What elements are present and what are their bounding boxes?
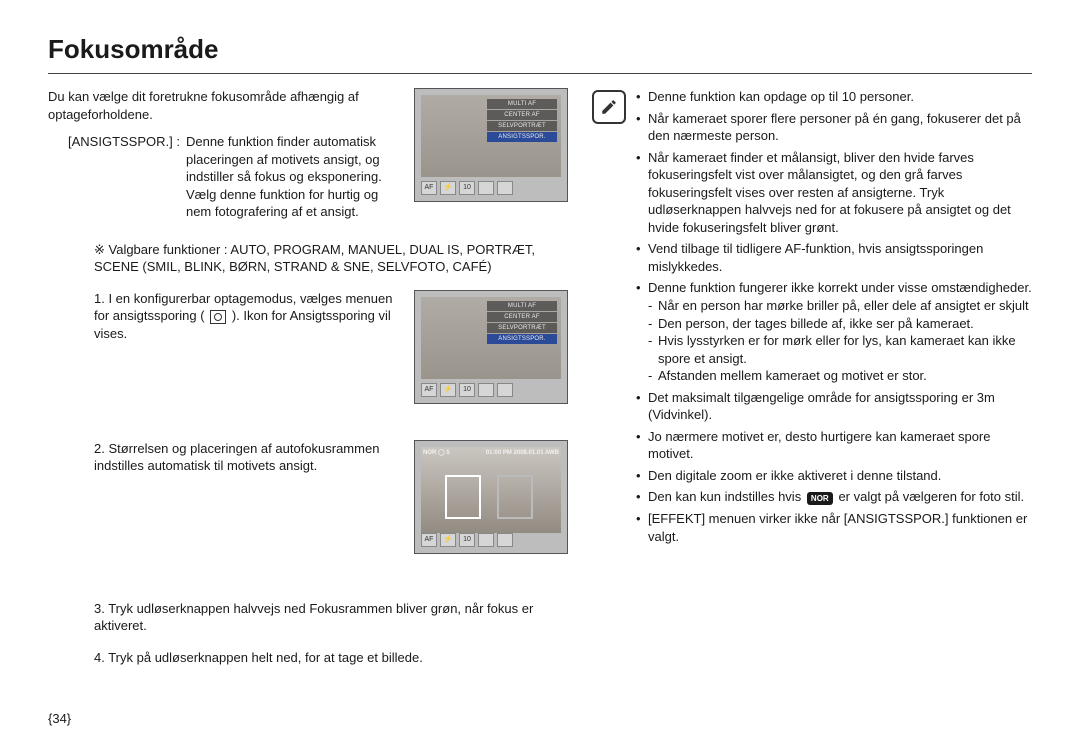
note-item: Når kameraet sporer flere personer på én… <box>636 110 1032 145</box>
title-rule <box>48 73 1032 74</box>
camera-lcd-thumbnail-2: MULTI AF CENTER AF SELVPORTRÆT ANSIGTSSP… <box>414 290 568 404</box>
lcd-menu: MULTI AF CENTER AF SELVPORTRÆT ANSIGTSSP… <box>487 301 557 345</box>
menu-item: MULTI AF <box>487 99 557 109</box>
step-2-block: NOR ◯ 5 01:00 PM 2008.01.01 AWB AF ⚡ 10 … <box>48 440 568 560</box>
right-column: Denne funktion kan opdage op til 10 pers… <box>592 88 1032 681</box>
timer-icon: 10 <box>459 533 475 547</box>
note-sublist: Når en person har mørke briller på, elle… <box>648 297 1032 385</box>
mode-icon <box>478 533 494 547</box>
camera-lcd-thumbnail-1: MULTI AF CENTER AF SELVPORTRÆT ANSIGTSSP… <box>414 88 568 202</box>
left-column: MULTI AF CENTER AF SELVPORTRÆT ANSIGTSSP… <box>48 88 568 681</box>
flash-icon: ⚡ <box>440 181 456 195</box>
timer-icon: 10 <box>459 181 475 195</box>
focus-frame-white <box>445 475 481 519</box>
lcd-bottom-icons: AF ⚡ 10 <box>421 181 561 195</box>
menu-item: CENTER AF <box>487 312 557 322</box>
lcd-bottom-icons: AF ⚡ 10 <box>421 533 561 547</box>
note-item: Denne funktion fungerer ikke korrekt und… <box>636 279 1032 384</box>
pencil-note-icon <box>600 98 618 116</box>
face-detect-icon <box>210 310 226 324</box>
mode-icon <box>497 181 513 195</box>
definition-text: Denne funktion finder automatisk placeri… <box>186 133 404 221</box>
available-prefix: ※ Valgbare funktioner : <box>94 242 228 257</box>
top-left-status: NOR ◯ 5 <box>423 449 450 457</box>
menu-item: SELVPORTRÆT <box>487 121 557 131</box>
note-item: Det maksimalt tilgængelige område for an… <box>636 389 1032 424</box>
timer-icon: 10 <box>459 383 475 397</box>
note-item: Når kameraet finder et målansigt, bliver… <box>636 149 1032 237</box>
lcd-menu: MULTI AF CENTER AF SELVPORTRÆT ANSIGTSSP… <box>487 99 557 143</box>
af-icon: AF <box>421 383 437 397</box>
notes-list: Denne funktion kan opdage op til 10 pers… <box>636 88 1032 549</box>
note-item: Denne funktion kan opdage op til 10 pers… <box>636 88 1032 106</box>
mode-icon <box>478 181 494 195</box>
note-item: Vend tilbage til tidligere AF-funktion, … <box>636 240 1032 275</box>
menu-item-selected: ANSIGTSSPOR. <box>487 334 557 344</box>
note-subitem: Hvis lysstyrken er for mørk eller for ly… <box>648 332 1032 367</box>
note-subitem: Den person, der tages billede af, ikke s… <box>648 315 1032 333</box>
note-item: Jo nærmere motivet er, desto hurtigere k… <box>636 428 1032 463</box>
flash-icon: ⚡ <box>440 533 456 547</box>
definition-block: [ANSIGTSSPOR.] : Denne funktion finder a… <box>68 133 404 221</box>
lcd-bottom-icons: AF ⚡ 10 <box>421 383 561 397</box>
definition-label: [ANSIGTSSPOR.] : <box>68 133 180 151</box>
two-column-layout: MULTI AF CENTER AF SELVPORTRÆT ANSIGTSSP… <box>48 88 1032 681</box>
menu-item: CENTER AF <box>487 110 557 120</box>
note-icon <box>592 90 626 124</box>
available-functions: ※ Valgbare funktioner : AUTO, PROGRAM, M… <box>94 241 568 276</box>
flash-icon: ⚡ <box>440 383 456 397</box>
focus-frame-grey <box>497 475 533 519</box>
af-icon: AF <box>421 181 437 195</box>
menu-item: SELVPORTRÆT <box>487 323 557 333</box>
note-subitem: Når en person har mørke briller på, elle… <box>648 297 1032 315</box>
nor-badge-icon: NOR <box>807 492 833 505</box>
lcd-photo <box>421 447 561 533</box>
mode-icon <box>478 383 494 397</box>
top-right-status: 01:00 PM 2008.01.01 AWB <box>486 449 559 457</box>
manual-page: Fokusområde MULTI AF CENTER AF SELVPORTR… <box>0 0 1080 746</box>
note-text: Denne funktion fungerer ikke korrekt und… <box>648 280 1032 295</box>
step-3: 3. Tryk udløserknappen halvvejs ned Foku… <box>94 600 568 635</box>
note-item: Den kan kun indstilles hvis NOR er valgt… <box>636 488 1032 506</box>
mode-icon <box>497 383 513 397</box>
menu-item: MULTI AF <box>487 301 557 311</box>
camera-lcd-thumbnail-3: NOR ◯ 5 01:00 PM 2008.01.01 AWB AF ⚡ 10 <box>414 440 568 554</box>
note-text-post: er valgt på vælgeren for foto stil. <box>838 489 1024 504</box>
page-title: Fokusområde <box>48 34 1032 65</box>
page-number: {34} <box>48 711 71 726</box>
lcd-top-bar: NOR ◯ 5 01:00 PM 2008.01.01 AWB <box>423 449 559 457</box>
note-item: Den digitale zoom er ikke aktiveret i de… <box>636 467 1032 485</box>
note-box: Denne funktion kan opdage op til 10 pers… <box>592 88 1032 549</box>
menu-item-selected: ANSIGTSSPOR. <box>487 132 557 142</box>
af-icon: AF <box>421 533 437 547</box>
mode-icon <box>497 533 513 547</box>
note-subitem: Afstanden mellem kameraet og motivet er … <box>648 367 1032 385</box>
step-1-block: MULTI AF CENTER AF SELVPORTRÆT ANSIGTSSP… <box>48 290 568 410</box>
step-4: 4. Tryk på udløserknappen helt ned, for … <box>94 649 568 667</box>
note-item: [EFFEKT] menuen virker ikke når [ANSIGTS… <box>636 510 1032 545</box>
note-text-pre: Den kan kun indstilles hvis <box>648 489 805 504</box>
